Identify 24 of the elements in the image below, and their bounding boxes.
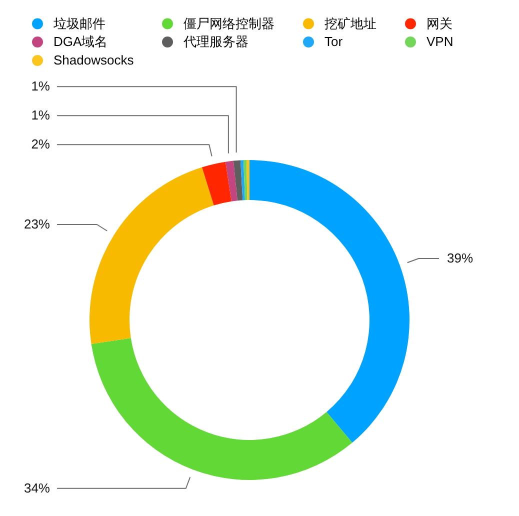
data-label: 1% — [31, 78, 50, 94]
donut-slice — [250, 160, 410, 443]
donut-slice — [91, 338, 352, 480]
donut-slice — [90, 167, 214, 344]
donut-slice — [225, 160, 238, 202]
legend-label: Tor — [324, 34, 344, 49]
legend-label: DGA域名 — [54, 34, 108, 49]
legend-label: 代理服务器 — [182, 34, 248, 49]
data-label: 2% — [31, 136, 50, 152]
legend-label: 挖矿地址 — [324, 16, 376, 31]
data-label: 39% — [447, 250, 474, 266]
legend-label: 僵尸网络控制器 — [184, 16, 274, 31]
legend-label: Shadowsocks — [54, 52, 134, 68]
donut-slice — [233, 160, 243, 201]
data-label: 23% — [24, 216, 50, 232]
donut-slice — [240, 160, 245, 200]
donut-slice — [202, 162, 232, 206]
data-label: 34% — [24, 480, 50, 496]
donut-slice — [243, 160, 248, 200]
legend-label: 网关 — [426, 16, 452, 31]
legend-label: 垃圾邮件 — [52, 16, 106, 31]
donut-slice — [246, 160, 250, 200]
data-label: 1% — [31, 108, 50, 123]
legend-label: VPN — [426, 34, 454, 49]
